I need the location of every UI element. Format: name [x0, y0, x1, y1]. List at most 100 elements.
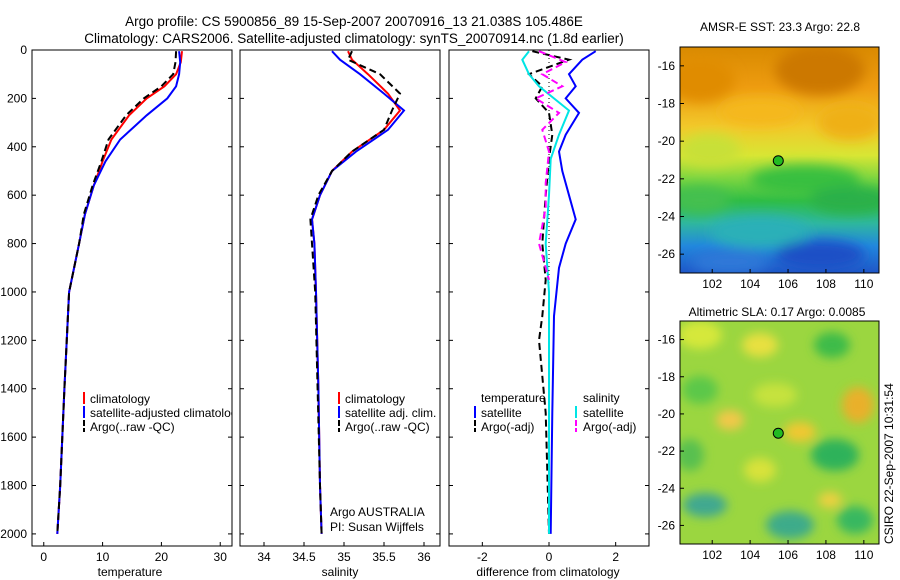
legend-label-temp-satellite: satellite [481, 406, 522, 420]
difference-ticks: -2 0 2 [449, 49, 649, 564]
sla-patch-13 [766, 511, 814, 539]
legend-title-salinity: salinity [583, 391, 620, 405]
sst-patch-teal-1 [710, 216, 810, 248]
legend-clip: satellite-adjusted climatology [90, 406, 243, 420]
map-y-tick-label: -20 [658, 407, 676, 421]
map-y-tick-label: -20 [658, 134, 676, 148]
y-tick-label: 800 [7, 237, 27, 251]
legend-label-argo: Argo(..raw -QC) [345, 420, 430, 434]
x-tick-label: 10 [96, 550, 110, 564]
temperature-axes-frame [31, 49, 233, 547]
sst-map-title: AMSR-E SST: 23.3 Argo: 22.8 [700, 20, 860, 34]
sst-argo-location-marker [772, 155, 784, 167]
salinity-legend: climatology satellite adj. clim. Argo(..… [338, 392, 436, 434]
sla-map-frame [679, 320, 880, 545]
map-y-tick-label: -24 [658, 210, 676, 224]
legend-label-satellite-adjusted: satellite-adjusted climatology [90, 406, 243, 420]
y-tick-label: 400 [7, 140, 27, 154]
difference-lines [521, 50, 597, 534]
salinity-lines [309, 50, 406, 534]
x-tick-label: 36 [417, 550, 431, 564]
x-tick-label: 34.5 [292, 550, 316, 564]
x-tick-label: 35 [337, 550, 351, 564]
map-y-tick-label: -22 [658, 172, 676, 186]
difference-series-salinity-satellite [521, 50, 571, 534]
sla-field-patches [680, 321, 874, 539]
sla-patch-14 [837, 506, 873, 534]
sla-patch-5 [753, 383, 797, 407]
y-tick-label: 200 [7, 91, 27, 105]
legend-label-sal-argo: Argo(-adj) [583, 420, 636, 434]
difference-xlabel: difference from climatology [476, 565, 619, 579]
salinity-panel: 34 34.5 35 35.5 36 salinity climatology sate… [239, 49, 441, 579]
x-tick-label: 0 [546, 550, 553, 564]
map-x-tick-label: 108 [816, 548, 836, 562]
sla-patch-11 [744, 458, 776, 482]
sst-patch-green-3 [680, 187, 730, 213]
map-x-tick-label: 104 [740, 277, 760, 291]
temperature-xlabel: temperature [98, 565, 163, 579]
sla-map-ticks: 102 104 106 108 110 -16 -18 -20 -22 -24 -26 [658, 333, 874, 562]
temperature-ticks: 0 10 20 30 0 200 400 600 800 1000 1200 1400 1600 1800… [0, 43, 232, 564]
sst-patch-yellow-1 [720, 98, 800, 126]
figure-title-line2: Climatology: CARS2006. Satellite-adjuste… [84, 31, 624, 46]
sla-patch-15 [818, 492, 842, 508]
x-tick-label: 2 [612, 550, 619, 564]
sst-patch-yellow-2 [818, 104, 879, 140]
sst-patch-warm-2 [680, 58, 735, 102]
map-x-tick-label: 102 [702, 548, 722, 562]
sst-patch-blue-2 [692, 250, 768, 273]
x-tick-label: 20 [155, 550, 169, 564]
sla-patch-12 [683, 493, 727, 517]
map-x-tick-label: 106 [778, 277, 798, 291]
map-x-tick-label: 110 [854, 548, 873, 562]
difference-series-temperature-satellite [549, 50, 597, 534]
map-y-tick-label: -16 [658, 333, 676, 347]
legend-label-climatology: climatology [90, 392, 150, 406]
legend-title-temperature: temperature [481, 391, 546, 405]
footer-stamp: CSIRO 22-Sep-2007 10:31:54 [882, 383, 896, 544]
sla-patch-2 [742, 333, 778, 357]
salinity-axes-frame [239, 49, 441, 547]
y-tick-label: 1600 [0, 430, 27, 444]
x-tick-label: 34 [257, 550, 271, 564]
temperature-series-argo-raw-qc- [56, 51, 178, 534]
map-x-tick-label: 108 [816, 277, 836, 291]
sst-field-patches [680, 47, 879, 273]
map-y-tick-label: -26 [658, 518, 676, 532]
map-x-tick-label: 110 [854, 277, 873, 291]
sla-map-title: Altimetric SLA: 0.17 Argo: 0.0085 [689, 305, 866, 319]
salinity-annotation-line1: Argo AUSTRALIA [330, 505, 425, 519]
map-x-tick-label: 102 [702, 277, 722, 291]
sla-patch-10 [811, 439, 859, 471]
sla-map-field [680, 321, 879, 544]
sla-argo-location-marker [772, 427, 784, 439]
sla-patch-6 [842, 387, 874, 423]
sst-patch-green-2 [810, 186, 879, 214]
y-tick-label: 1200 [0, 333, 27, 347]
y-tick-label: 1000 [0, 285, 27, 299]
sla-patch-3 [814, 332, 850, 358]
salinity-xlabel: salinity [322, 565, 359, 579]
map-x-tick-label: 106 [778, 548, 798, 562]
temperature-legend: climatology satellite-adjusted climatolo… [83, 392, 243, 434]
figure-title-line1: Argo profile: CS 5900856_89 15-Sep-2007 … [125, 14, 583, 29]
legend-label-temp-argo: Argo(-adj) [481, 420, 534, 434]
map-y-tick-label: -26 [658, 247, 676, 261]
map-x-tick-label: 104 [740, 548, 760, 562]
x-tick-label: -2 [477, 550, 488, 564]
map-y-tick-label: -18 [658, 97, 676, 111]
salinity-annotation-line2: PI: Susan Wijffels [330, 520, 424, 534]
map-y-tick-label: -22 [658, 444, 676, 458]
y-tick-label: 0 [20, 43, 27, 57]
sst-patch-blue-1 [775, 240, 865, 270]
sst-patch-warm-1 [775, 47, 865, 95]
salinity-ticks: 34 34.5 35 35.5 36 [240, 49, 440, 564]
x-tick-label: 0 [40, 550, 47, 564]
sst-patch-lime-1 [680, 134, 740, 166]
y-tick-label: 2000 [0, 527, 27, 541]
x-tick-label: 30 [214, 550, 228, 564]
sla-patch-7 [716, 410, 744, 430]
map-y-tick-label: -18 [658, 370, 676, 384]
